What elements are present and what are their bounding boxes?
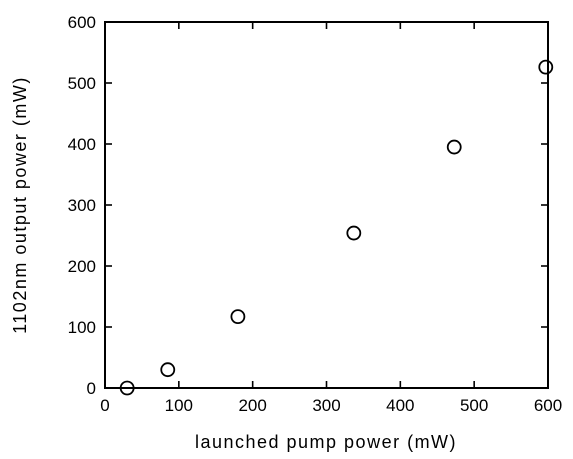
x-tick-label: 500 [460,396,488,415]
data-point [346,225,362,241]
y-tick-label: 200 [68,257,96,276]
x-tick-label: 300 [312,396,340,415]
y-tick-label: 0 [87,379,96,398]
y-tick-label: 400 [68,135,96,154]
data-point [119,380,135,396]
data-point [538,59,554,75]
data-point [160,362,176,378]
data-point [446,139,462,155]
plot-frame [104,21,549,389]
y-tick-label: 100 [68,318,96,337]
x-tick-label: 0 [100,396,109,415]
x-tick-label: 100 [165,396,193,415]
x-tick-label: 200 [238,396,266,415]
x-axis-label: launched pump power (mW) [195,432,457,452]
x-tick-label: 600 [534,396,562,415]
y-tick-label: 600 [68,13,96,32]
x-tick-label: 400 [386,396,414,415]
data-point [230,309,246,325]
data-points [119,59,554,396]
x-axis-ticks: 0 100 200 300 400 500 600 [100,22,562,415]
y-tick-label: 500 [68,74,96,93]
y-axis-ticks: 0 100 200 300 400 500 600 [68,13,548,398]
y-tick-label: 300 [68,196,96,215]
y-axis-label: 1102nm output power (mW) [10,76,30,334]
